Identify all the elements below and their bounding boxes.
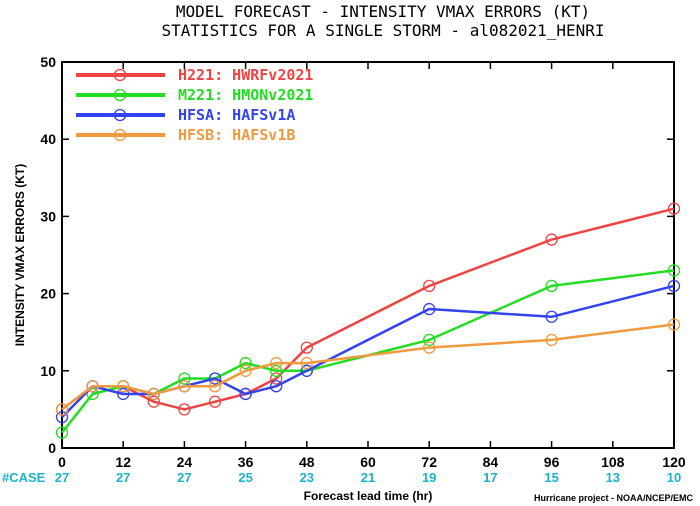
data-point: [300, 341, 313, 354]
data-point: [423, 279, 436, 293]
data-point: [270, 380, 283, 393]
data-point: [147, 387, 160, 401]
data-point: [117, 387, 130, 401]
x-tick-label: 60: [360, 454, 376, 470]
data-point: [545, 233, 558, 246]
case-count: 27: [177, 470, 191, 485]
chart-title: MODEL FORECAST - INTENSITY VMAX ERRORS (…: [176, 2, 590, 21]
x-tick-label: 120: [662, 454, 686, 470]
legend-item: HFSB: HAFSv1B: [76, 126, 295, 144]
y-tick-label: 10: [40, 363, 56, 379]
case-count: 13: [606, 470, 620, 485]
case-count: 27: [55, 470, 69, 485]
legend-marker: [113, 108, 127, 122]
series-line: [61, 269, 675, 434]
data-point: [423, 333, 436, 347]
x-tick-label: 12: [115, 454, 131, 470]
data-point: [208, 380, 222, 393]
series-group: [55, 202, 681, 439]
series-4: [55, 318, 681, 416]
data-point: [545, 310, 558, 323]
y-tick-label: 50: [40, 54, 56, 70]
case-counts: 27 27 27 25 23 21 19 17 15 13 10: [55, 470, 681, 485]
x-tick-label: 72: [421, 454, 437, 470]
case-label: #CASE: [2, 470, 46, 485]
legend-item: HFSA: HAFSv1A: [76, 106, 295, 124]
x-tick-label: 24: [177, 454, 193, 470]
x-axis-label: Forecast lead time (hr): [304, 489, 433, 503]
case-count: 15: [544, 470, 558, 485]
y-axis-label: INTENSITY VMAX ERRORS (KT): [13, 164, 27, 346]
legend-label: H221: HWRFv2021: [178, 66, 313, 84]
data-point: [423, 341, 436, 354]
legend-marker: [113, 128, 127, 142]
chart-subtitle: STATISTICS FOR A SINGLE STORM - al082021…: [161, 21, 604, 40]
data-point: [178, 380, 191, 393]
data-point: [86, 380, 99, 393]
data-point: [55, 410, 69, 424]
data-point: [239, 387, 252, 401]
data-point: [86, 387, 99, 401]
x-axis: 0 12 24 36 48 60 72 84 96 108 120: [58, 62, 686, 470]
data-point: [239, 364, 252, 377]
legend-marker: [113, 88, 127, 102]
x-tick-label: 0: [58, 454, 66, 470]
case-count: 27: [116, 470, 130, 485]
y-tick-label: 20: [40, 286, 56, 302]
case-count: 19: [422, 470, 436, 485]
case-count: 21: [361, 470, 375, 485]
data-point: [545, 333, 558, 347]
series-3: [55, 279, 681, 424]
data-point: [300, 356, 313, 370]
x-tick-label: 36: [238, 454, 254, 470]
legend-label: HFSA: HAFSv1A: [178, 106, 295, 124]
y-axis: 0 10 20 30 40 50: [40, 54, 674, 456]
data-point: [270, 372, 283, 385]
series-2: [55, 264, 681, 439]
legend: H221: HWRFv2021 M221: HMONv2021 HFSA: HAFS…: [76, 66, 313, 144]
case-count: 23: [300, 470, 314, 485]
legend-label: M221: HMONv2021: [178, 86, 313, 104]
data-point: [117, 380, 130, 393]
data-point: [667, 202, 681, 215]
case-count: 10: [667, 470, 681, 485]
data-point: [178, 403, 191, 416]
case-count: 17: [483, 470, 497, 485]
legend-item: M221: HMONv2021: [76, 86, 313, 104]
legend-label: HFSB: HAFSv1B: [178, 126, 295, 144]
data-point: [667, 264, 681, 277]
x-tick-label: 84: [483, 454, 499, 470]
y-tick-label: 30: [40, 208, 56, 224]
data-point: [208, 372, 222, 385]
y-tick-label: 40: [40, 131, 56, 147]
data-point: [270, 364, 283, 377]
data-point: [55, 403, 69, 416]
data-point: [239, 356, 252, 370]
data-point: [667, 279, 681, 293]
data-point: [147, 395, 160, 408]
data-point: [300, 364, 313, 377]
y-tick-label: 0: [48, 440, 56, 456]
data-point: [270, 356, 283, 370]
x-tick-label: 48: [299, 454, 315, 470]
x-tick-label: 108: [601, 454, 625, 470]
data-point: [545, 279, 558, 293]
case-count: 25: [238, 470, 252, 485]
plot-frame: [61, 61, 675, 449]
data-point: [423, 302, 436, 316]
series-line: [61, 284, 675, 418]
data-point: [55, 426, 69, 439]
data-point: [208, 395, 222, 408]
legend-marker: [113, 68, 127, 82]
x-tick-label: 96: [544, 454, 560, 470]
legend-item: H221: HWRFv2021: [76, 66, 313, 84]
data-point: [178, 372, 191, 385]
credit-label: Hurricane project - NOAA/NCEP/EMC: [534, 493, 694, 503]
data-point: [667, 318, 681, 331]
